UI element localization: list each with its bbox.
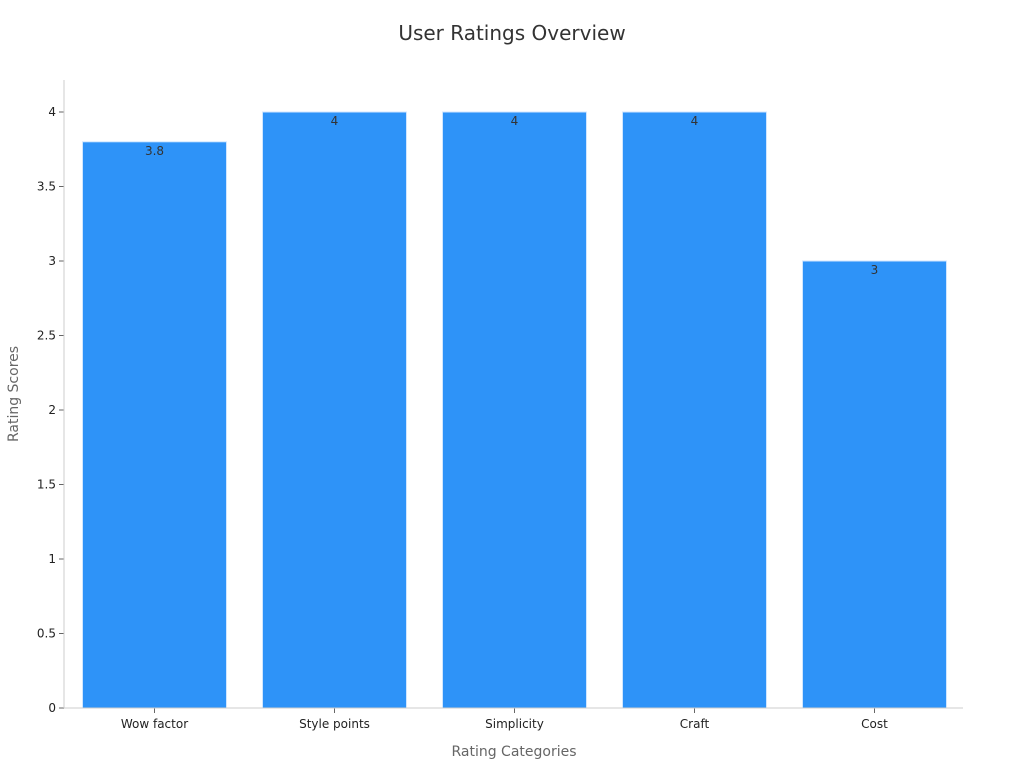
x-tick-label: Style points <box>299 717 370 731</box>
bars-group <box>82 111 947 709</box>
x-tick-label: Craft <box>680 717 710 731</box>
y-tick-label: 4 <box>48 105 56 119</box>
y-tick-label: 1.5 <box>37 478 56 492</box>
y-axis-label: Rating Scores <box>6 346 22 442</box>
y-tick-label: 1 <box>48 552 56 566</box>
y-tick-label: 2 <box>48 403 56 417</box>
y-tick-label: 3 <box>48 254 56 268</box>
y-axis-ticks: 0 0.5 1 1.5 2 2.5 3 3.5 4 <box>37 105 64 715</box>
chart-title: User Ratings Overview <box>398 21 625 45</box>
bar <box>442 111 587 709</box>
y-tick-label: 0 <box>48 701 56 715</box>
bar-data-label: 4 <box>331 114 339 128</box>
y-tick-label: 2.5 <box>37 329 56 343</box>
bar-data-label: 4 <box>511 114 519 128</box>
y-tick-label: 0.5 <box>37 627 56 641</box>
x-tick-label: Wow factor <box>121 717 188 731</box>
bar-data-label: 3.8 <box>145 144 164 158</box>
bar-data-label: 4 <box>691 114 699 128</box>
x-axis-label: Rating Categories <box>451 744 576 760</box>
x-axis-ticks: Wow factor Style points Simplicity Craft Cos… <box>121 708 888 731</box>
data-labels-group: 3.8 4 4 4 3 <box>145 114 878 277</box>
bar <box>622 111 767 709</box>
bar <box>802 260 947 709</box>
x-tick-label: Simplicity <box>485 717 544 731</box>
bar <box>262 111 407 709</box>
bar-data-label: 3 <box>871 263 879 277</box>
bar <box>82 141 227 709</box>
y-tick-label: 3.5 <box>37 180 56 194</box>
x-tick-label: Cost <box>861 717 888 731</box>
